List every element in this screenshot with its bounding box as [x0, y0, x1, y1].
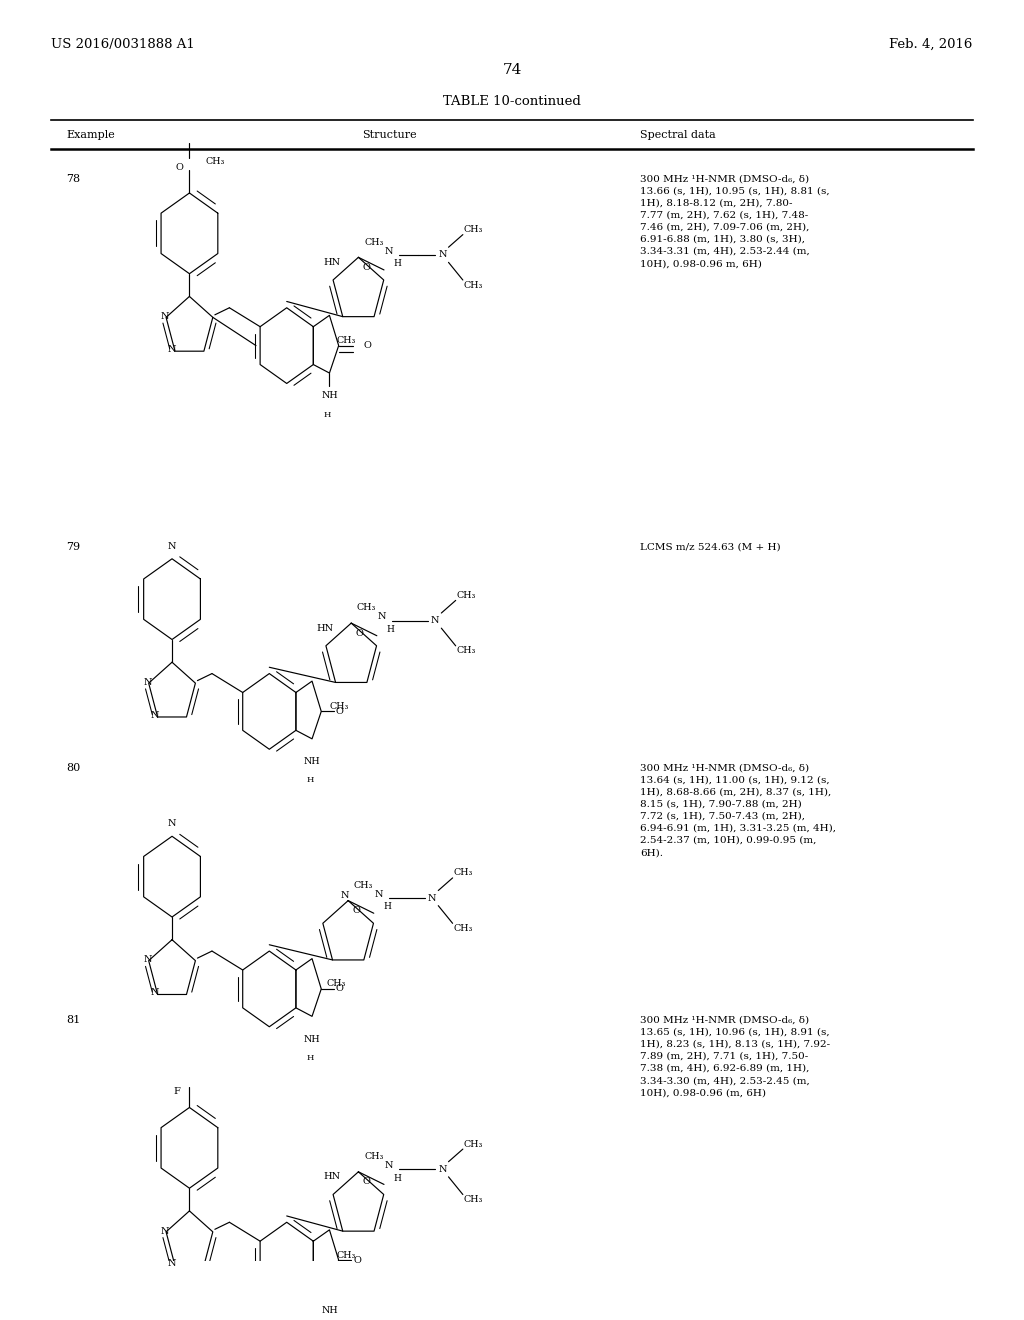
Text: N: N: [438, 251, 446, 259]
Text: 80: 80: [67, 763, 81, 774]
Text: O: O: [362, 1177, 371, 1187]
Text: HN: HN: [324, 1172, 340, 1181]
Text: N: N: [438, 1164, 446, 1173]
Text: NH: NH: [304, 1035, 321, 1044]
Text: N: N: [168, 820, 176, 828]
Text: CH₃: CH₃: [457, 647, 475, 655]
Text: N: N: [168, 1259, 176, 1269]
Text: 74: 74: [503, 63, 521, 77]
Text: LCMS m/z 524.63 (M + H): LCMS m/z 524.63 (M + H): [640, 543, 780, 552]
Text: H: H: [324, 411, 331, 418]
Text: H: H: [393, 259, 401, 268]
Text: 79: 79: [67, 543, 81, 552]
Text: Example: Example: [67, 129, 116, 140]
Text: H: H: [383, 903, 391, 911]
Text: N: N: [161, 312, 169, 321]
Text: CH₃: CH₃: [337, 337, 355, 345]
Text: HN: HN: [316, 623, 333, 632]
Text: N: N: [168, 345, 176, 354]
Text: NH: NH: [322, 391, 338, 400]
Text: CH₃: CH₃: [337, 1250, 355, 1259]
Text: NH: NH: [322, 1305, 338, 1315]
Text: 78: 78: [67, 174, 81, 183]
Text: O: O: [175, 164, 183, 173]
Text: 300 MHz ¹H-NMR (DMSO-d₆, δ)
13.65 (s, 1H), 10.96 (s, 1H), 8.91 (s,
1H), 8.23 (s,: 300 MHz ¹H-NMR (DMSO-d₆, δ) 13.65 (s, 1H…: [640, 1015, 830, 1097]
Text: 300 MHz ¹H-NMR (DMSO-d₆, δ)
13.66 (s, 1H), 10.95 (s, 1H), 8.81 (s,
1H), 8.18-8.1: 300 MHz ¹H-NMR (DMSO-d₆, δ) 13.66 (s, 1H…: [640, 174, 829, 268]
Text: H: H: [393, 1173, 401, 1183]
Text: CH₃: CH₃: [206, 157, 224, 166]
Text: CH₃: CH₃: [354, 880, 373, 890]
Text: H: H: [306, 1053, 313, 1063]
Text: CH₃: CH₃: [330, 702, 348, 711]
Text: N: N: [431, 616, 439, 626]
Text: TABLE 10-continued: TABLE 10-continued: [443, 95, 581, 108]
Text: CH₃: CH₃: [365, 1152, 383, 1162]
Text: CH₃: CH₃: [365, 238, 383, 247]
Text: CH₃: CH₃: [454, 869, 472, 878]
Text: H: H: [386, 624, 394, 634]
Text: CH₃: CH₃: [457, 591, 475, 599]
Text: O: O: [362, 263, 371, 272]
Text: N: N: [151, 989, 159, 997]
Text: O: O: [352, 907, 360, 915]
Text: O: O: [355, 628, 364, 638]
Text: US 2016/0031888 A1: US 2016/0031888 A1: [51, 38, 195, 51]
Text: CH₃: CH₃: [464, 1195, 482, 1204]
Text: N: N: [151, 710, 159, 719]
Text: CH₃: CH₃: [464, 281, 482, 289]
Text: O: O: [336, 985, 344, 994]
Text: O: O: [353, 1255, 361, 1265]
Text: CH₃: CH₃: [464, 226, 482, 234]
Text: N: N: [385, 247, 393, 256]
Text: N: N: [341, 891, 349, 900]
Text: 300 MHz ¹H-NMR (DMSO-d₆, δ)
13.64 (s, 1H), 11.00 (s, 1H), 9.12 (s,
1H), 8.68-8.6: 300 MHz ¹H-NMR (DMSO-d₆, δ) 13.64 (s, 1H…: [640, 763, 836, 857]
Text: Structure: Structure: [361, 129, 417, 140]
Text: Spectral data: Spectral data: [640, 129, 716, 140]
Text: N: N: [375, 890, 383, 899]
Text: Feb. 4, 2016: Feb. 4, 2016: [890, 38, 973, 51]
Text: CH₃: CH₃: [454, 924, 472, 933]
Text: H: H: [306, 776, 313, 784]
Text: CH₃: CH₃: [464, 1139, 482, 1148]
Text: NH: NH: [304, 758, 321, 766]
Text: HN: HN: [324, 257, 340, 267]
Text: CH₃: CH₃: [327, 979, 345, 989]
Text: N: N: [143, 678, 152, 686]
Text: N: N: [428, 894, 436, 903]
Text: F: F: [174, 1086, 180, 1096]
Text: N: N: [168, 541, 176, 550]
Text: O: O: [336, 708, 344, 715]
Text: N: N: [385, 1162, 393, 1170]
Text: O: O: [364, 341, 372, 350]
Text: CH₃: CH₃: [357, 603, 376, 612]
Text: 81: 81: [67, 1015, 81, 1026]
Text: N: N: [161, 1226, 169, 1236]
Text: N: N: [143, 956, 152, 965]
Text: N: N: [378, 612, 386, 622]
